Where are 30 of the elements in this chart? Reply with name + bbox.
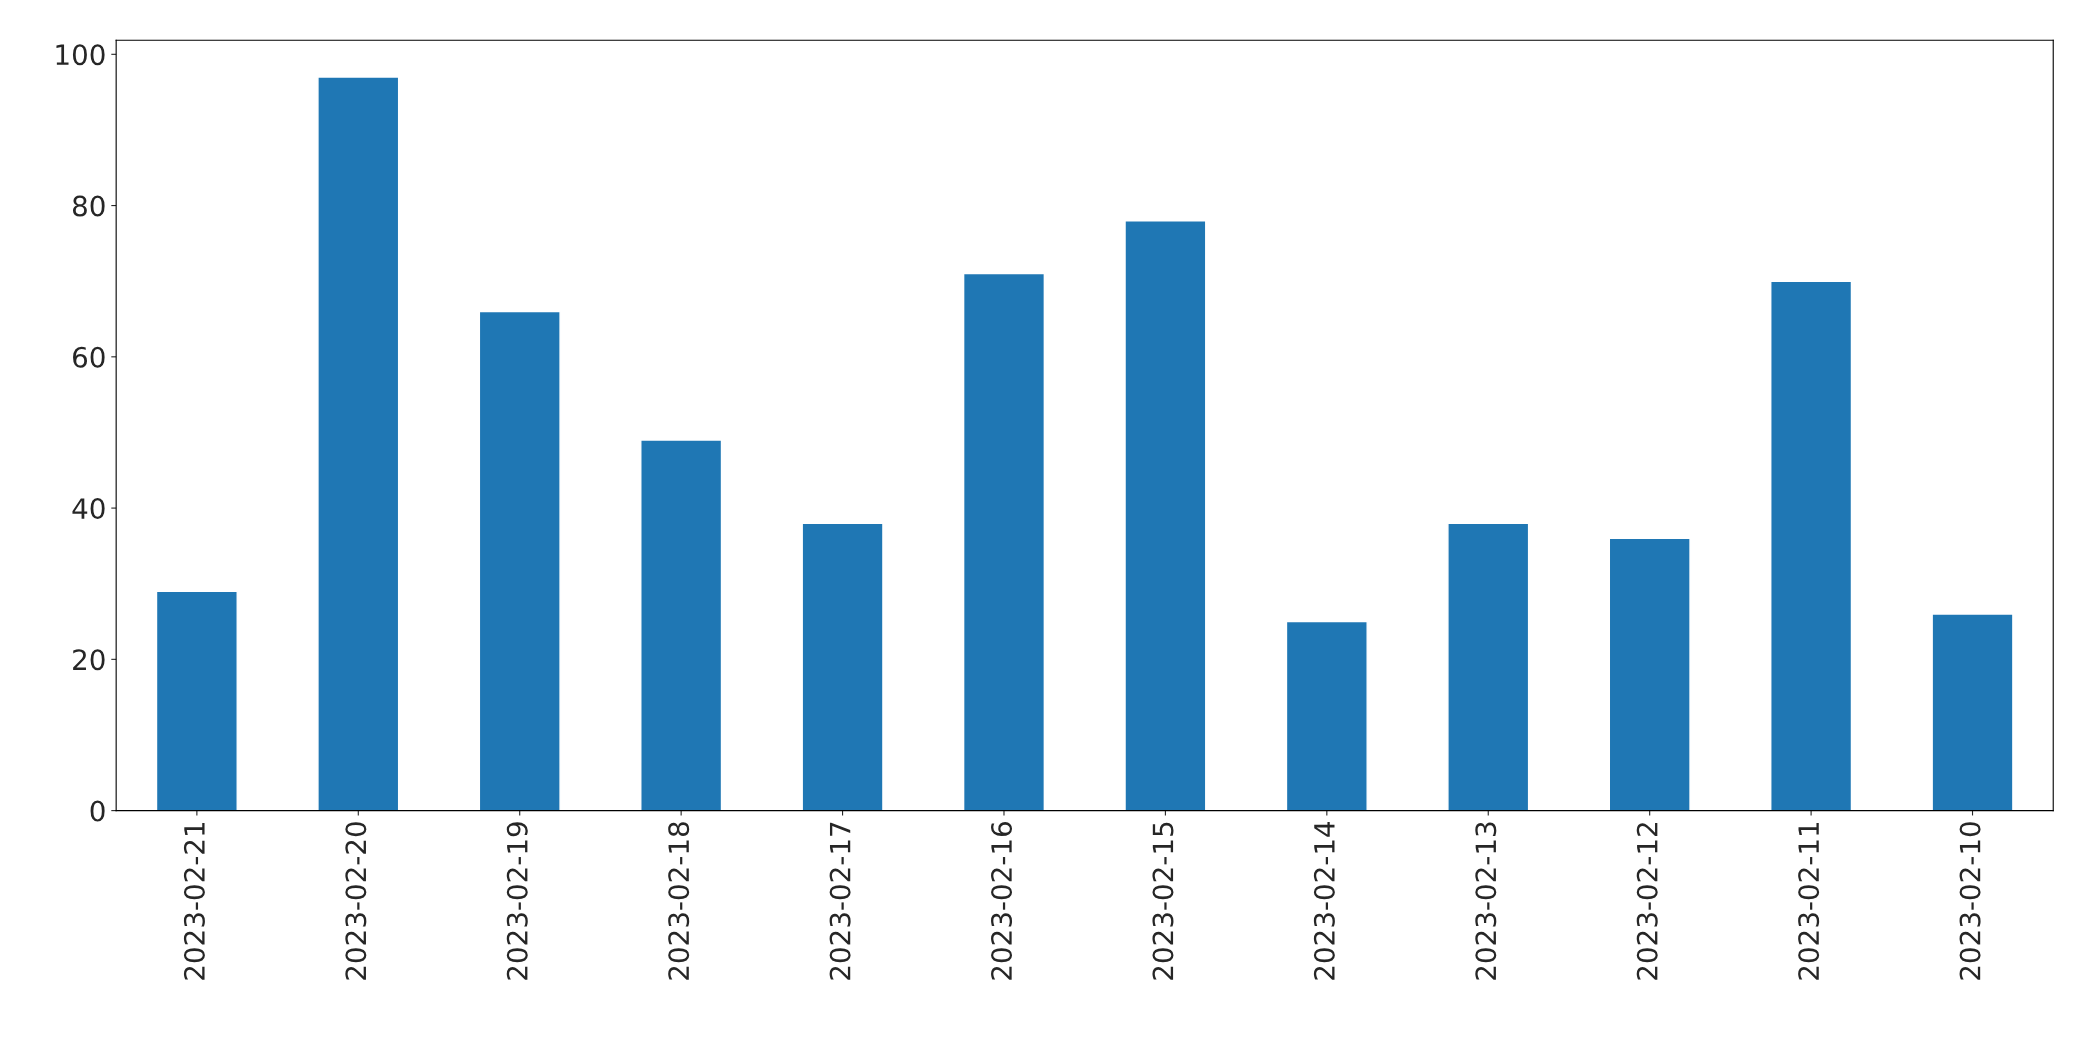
bar — [1285, 620, 1368, 811]
bar — [1608, 537, 1691, 811]
y-tick-label: 40 — [72, 498, 105, 520]
y-tick-label: 20 — [73, 649, 105, 671]
x-tick-label: 2023-02-18 — [668, 822, 690, 980]
x-tick-label: 2023-02-14 — [1313, 821, 1335, 980]
bar — [1931, 613, 2014, 811]
x-tick-label: 2023-02-12 — [1636, 823, 1658, 980]
x-tick-label: 2023-02-17 — [829, 822, 851, 980]
x-tick-label: 2023-02-15 — [1152, 822, 1174, 980]
x-tick-label: 2023-02-21 — [183, 822, 205, 980]
x-tick-label: 2023-02-10 — [1959, 822, 1981, 980]
bar — [317, 76, 400, 811]
bar — [962, 272, 1046, 811]
y-tick-label: 0 — [90, 800, 105, 822]
bar — [1770, 280, 1853, 811]
y-tick-label: 80 — [72, 195, 105, 217]
bar — [155, 590, 238, 811]
x-tick-label: 2023-02-11 — [1798, 822, 1820, 980]
y-tick-label: 100 — [56, 44, 105, 66]
bar — [801, 522, 884, 811]
bar — [1124, 219, 1207, 811]
y-tick-label: 60 — [73, 346, 105, 368]
x-tick-label: 2023-02-19 — [506, 822, 528, 980]
bar — [478, 310, 561, 811]
x-tick-label: 2023-02-20 — [345, 822, 367, 980]
bar — [640, 439, 723, 811]
x-tick-label: 2023-02-16 — [991, 822, 1013, 980]
bar — [1447, 522, 1530, 811]
x-tick-label: 2023-02-13 — [1475, 822, 1497, 980]
